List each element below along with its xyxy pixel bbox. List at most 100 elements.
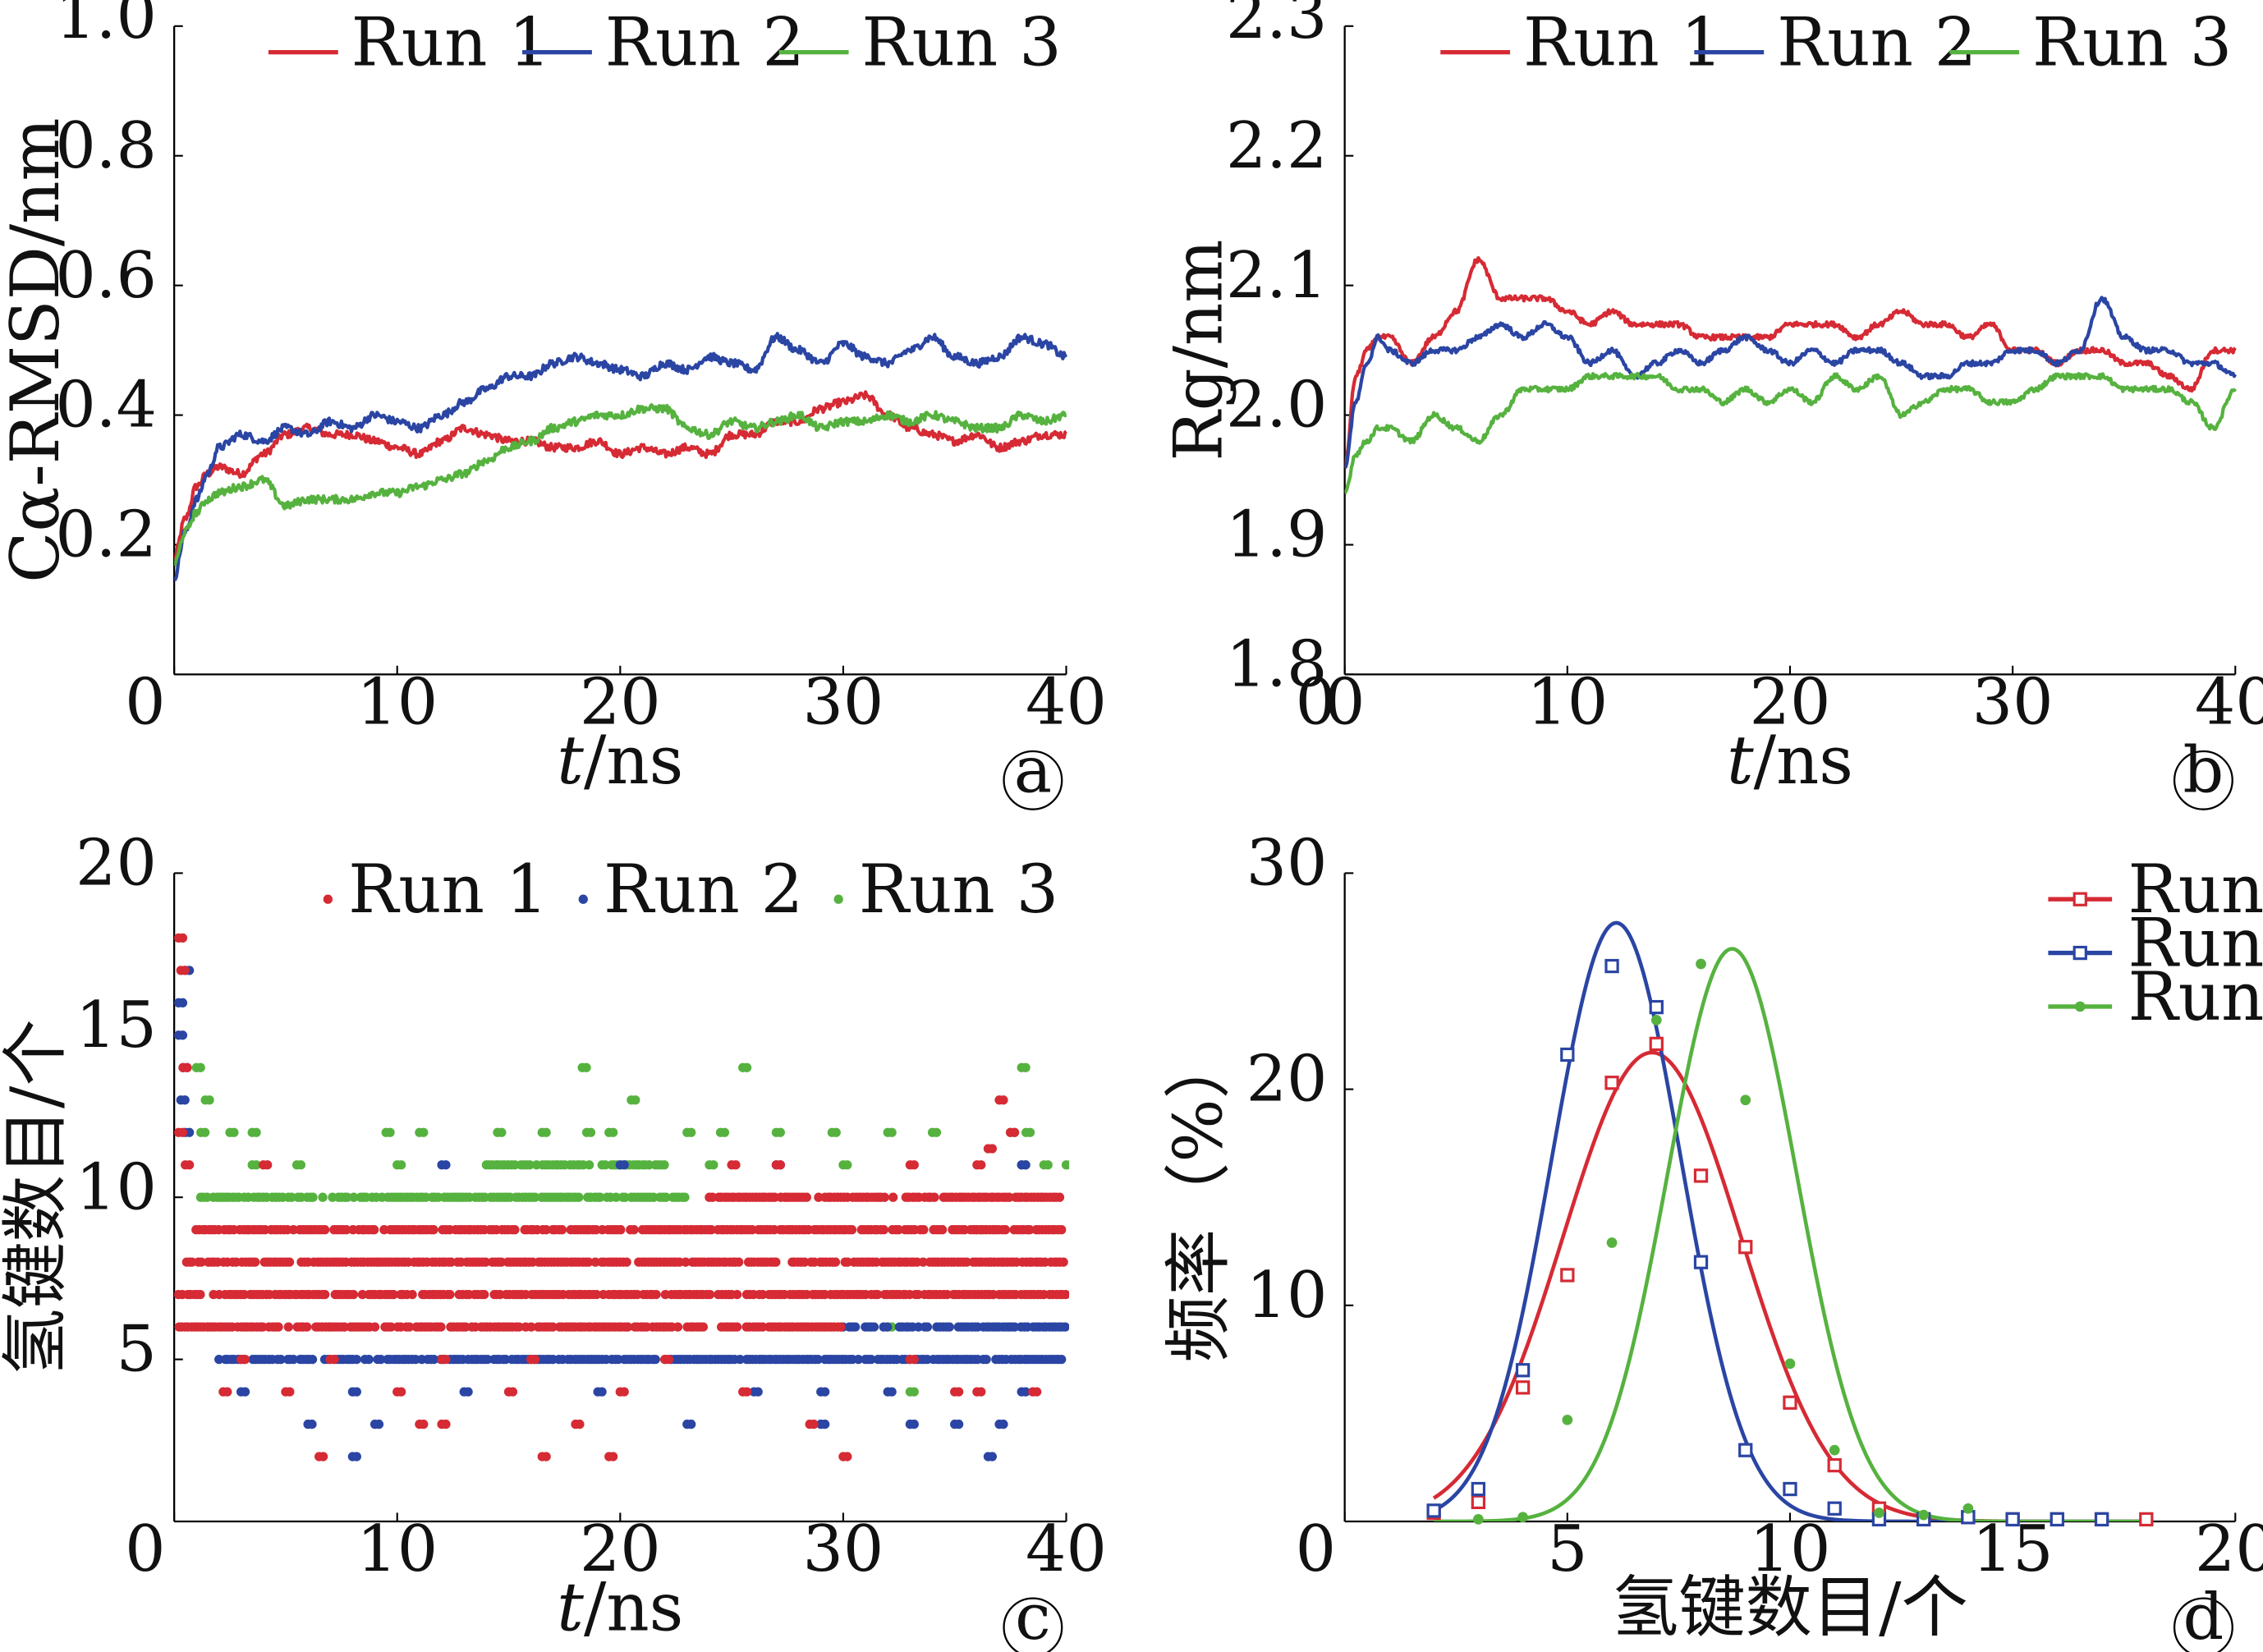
data-marker-run-2: [1560, 1047, 1575, 1062]
data-marker-run-1: [1604, 1076, 1619, 1090]
y-tick-label: 1.9: [1226, 498, 1328, 572]
scatter-point-run-1: [530, 1354, 540, 1365]
y-tick-label: 0.2: [55, 498, 157, 572]
data-marker-run-2: [1426, 1503, 1441, 1518]
scatter-point-run-3: [525, 1160, 535, 1170]
scatter-point-run-1: [842, 1257, 852, 1267]
scatter-point-run-1: [329, 1354, 339, 1365]
scatter-point-run-1: [541, 1225, 551, 1235]
data-marker-run-3: [1606, 1237, 1618, 1248]
scatter-point-run-1: [681, 1257, 691, 1267]
scatter-point-run-1: [731, 1160, 741, 1170]
scatter-point-run-1: [180, 966, 190, 975]
scatter-point-run-1: [942, 1290, 952, 1300]
series-line-run-2: [174, 332, 1068, 581]
x-axis-label: t/ns: [557, 723, 683, 800]
scatter-point-run-1: [250, 1257, 260, 1267]
y-tick-label: 10: [76, 1150, 157, 1224]
scatter-point-run-1: [446, 1257, 457, 1267]
scatter-point-run-1: [1061, 1290, 1070, 1300]
scatter-point-run-1: [396, 1387, 406, 1397]
scatter-point-run-1: [557, 1225, 567, 1235]
panel-b: 0 10 20 30 40 1.8 1.9 2.0 2.1 2.2 2.3 0 t/ns Rg/nm b Ru…: [1161, 0, 2263, 810]
scatter-point-run-1: [388, 1290, 398, 1300]
scatter-point-run-2: [887, 1387, 897, 1397]
y-tick-label: 0.6: [55, 239, 157, 313]
scatter-point-run-1: [937, 1225, 948, 1235]
legend-label-run-1: Run 1: [351, 4, 551, 81]
scatter-point-run-2: [351, 1387, 361, 1397]
scatter-point-run-2: [184, 1127, 195, 1137]
scatter-point-run-1: [672, 1322, 683, 1332]
scatter-point-run-1: [429, 1225, 438, 1235]
scatter-point-run-2: [1057, 1354, 1067, 1365]
data-marker-run-2: [2005, 1512, 2020, 1527]
x-tick-label: 30: [802, 1512, 884, 1586]
y-tick-label: 1.0: [55, 0, 157, 53]
scatter-point-run-1: [419, 1419, 429, 1429]
scatter-point-run-1: [987, 1144, 997, 1154]
scatter-point-run-3: [251, 1127, 261, 1137]
scatter-point-run-1: [441, 1354, 451, 1365]
x-tick-label: 5: [1547, 1512, 1587, 1586]
scatter-point-run-1: [741, 1387, 752, 1397]
legend-label-run-2: Run 2: [605, 4, 805, 81]
legend-label-run-2: Run 2: [604, 851, 803, 929]
scatter-point-run-2: [240, 1387, 250, 1397]
scatter-point-run-2: [619, 1160, 629, 1170]
scatter-point-run-1: [510, 1225, 520, 1235]
scatter-point-run-2: [819, 1387, 830, 1397]
y-tick-label: 2.0: [1226, 369, 1328, 443]
scatter-point-run-1: [873, 1290, 883, 1300]
y-tick-label: 20: [76, 827, 157, 901]
scatter-point-run-2: [735, 1354, 745, 1365]
legend-marker-run-2: [2073, 945, 2087, 961]
legend-swatch-run-2: [578, 894, 588, 904]
legend-label-run-3: Run 3: [859, 851, 1058, 929]
scatter-point-run-1: [663, 1354, 674, 1365]
legend-marker-run-3: [2074, 1001, 2086, 1012]
scatter-point-run-3: [775, 1127, 785, 1137]
x-tick-label: 20: [580, 665, 661, 739]
data-marker-run-2: [2094, 1512, 2109, 1527]
panel-label-circle: [1003, 1597, 1063, 1652]
fit-curve-run-3: [1434, 947, 2153, 1522]
scatter-point-run-3: [581, 1062, 591, 1072]
y-tick-label: 30: [1246, 827, 1328, 901]
scatter-point-run-3: [585, 1127, 596, 1137]
x-tick-label: 10: [1750, 1512, 1831, 1586]
legend-label-run-3: Run 3: [2128, 959, 2263, 1036]
scatter-point-run-3: [1043, 1160, 1053, 1170]
y-tick-label: 0.4: [55, 369, 157, 443]
scatter-point-run-3: [649, 1192, 659, 1202]
scatter-point-run-1: [548, 1322, 558, 1332]
scatter-point-run-2: [981, 1354, 991, 1365]
scatter-point-run-1: [584, 1257, 594, 1267]
scatter-point-run-1: [1058, 1257, 1068, 1267]
scatter-point-run-3: [342, 1192, 352, 1202]
scatter-point-run-2: [307, 1419, 317, 1429]
scatter-point-run-1: [909, 1354, 919, 1365]
scatter-point-run-3: [719, 1127, 730, 1137]
scatter-point-run-1: [814, 1192, 824, 1202]
panel-label: c: [1015, 1581, 1051, 1652]
legend-label-run-2: Run 2: [2128, 905, 2263, 982]
x-axis-label: t/ns: [557, 1570, 683, 1647]
scatter-point-run-1: [809, 1419, 819, 1429]
scatter-point-run-1: [177, 1127, 188, 1137]
y-axis-label: Cα-RMSD/nm: [0, 117, 75, 582]
scatter-point-run-1: [285, 1387, 295, 1397]
scatter-point-run-1: [318, 1452, 328, 1462]
scatter-point-run-2: [177, 998, 188, 1007]
scatter-point-run-1: [480, 1290, 489, 1300]
scatter-point-run-2: [953, 1419, 964, 1429]
y-tick-label: 20: [1246, 1043, 1328, 1117]
x-tick-label: 20: [2195, 1512, 2263, 1586]
x-tick-label: 0: [1296, 665, 1336, 739]
scatter-point-run-1: [263, 1160, 273, 1170]
scatter-point-run-3: [251, 1160, 261, 1170]
scatter-point-run-1: [953, 1387, 964, 1397]
data-marker-run-2: [1649, 999, 1664, 1015]
scatter-point-run-1: [616, 1225, 626, 1235]
scatter-point-run-1: [976, 1160, 986, 1170]
